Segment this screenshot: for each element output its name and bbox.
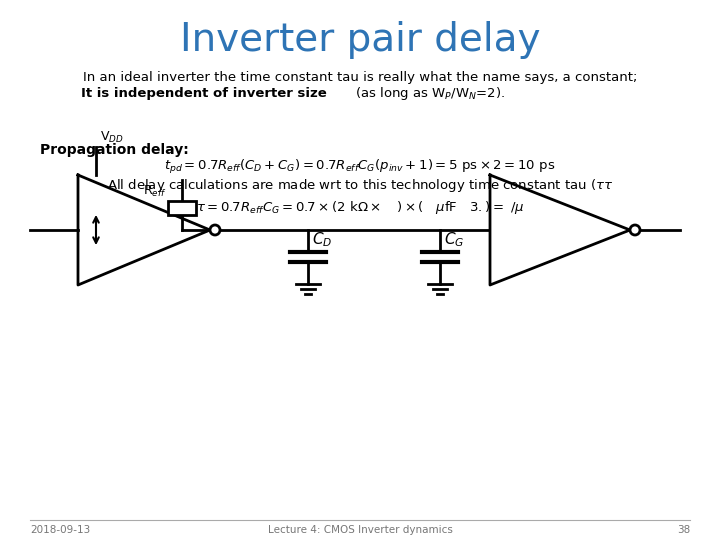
Text: $\tau = 0.7R_{eff}C_G = 0.7 \times (2\ \mathrm{k\Omega}\times\quad)\times(\quad : $\tau = 0.7R_{eff}C_G = 0.7 \times (2\ \… <box>196 199 524 215</box>
Polygon shape <box>490 175 630 285</box>
Circle shape <box>630 225 640 235</box>
Text: Inverter pair delay: Inverter pair delay <box>180 21 540 59</box>
Text: In an ideal inverter the time constant tau is really what the name says, a const: In an ideal inverter the time constant t… <box>83 71 637 84</box>
Polygon shape <box>78 175 210 285</box>
Text: Lecture 4: CMOS Inverter dynamics: Lecture 4: CMOS Inverter dynamics <box>268 525 452 535</box>
Text: (as long as W$_P$/W$_N$=2).: (as long as W$_P$/W$_N$=2). <box>355 85 505 103</box>
Text: 38: 38 <box>677 525 690 535</box>
Text: Propagation delay:: Propagation delay: <box>40 143 189 157</box>
Bar <box>168 201 196 215</box>
Text: $C_G$: $C_G$ <box>444 230 464 249</box>
Text: $C_D$: $C_D$ <box>312 230 333 249</box>
Text: All delay calculations are made wrt to this technology time constant tau ($\tau\: All delay calculations are made wrt to t… <box>107 178 613 194</box>
Circle shape <box>210 225 220 235</box>
Text: $t_{pd} = 0.7R_{eff}(C_D + C_G) = 0.7R_{eff}C_G(p_{inv} + 1)= 5\ \mathrm{ps} \ti: $t_{pd} = 0.7R_{eff}(C_D + C_G) = 0.7R_{… <box>164 158 556 176</box>
Text: V$_{DD}$: V$_{DD}$ <box>100 130 124 145</box>
Text: It is independent of inverter size: It is independent of inverter size <box>81 87 327 100</box>
Text: 2018-09-13: 2018-09-13 <box>30 525 90 535</box>
Text: R$_{eff}$: R$_{eff}$ <box>143 184 166 199</box>
